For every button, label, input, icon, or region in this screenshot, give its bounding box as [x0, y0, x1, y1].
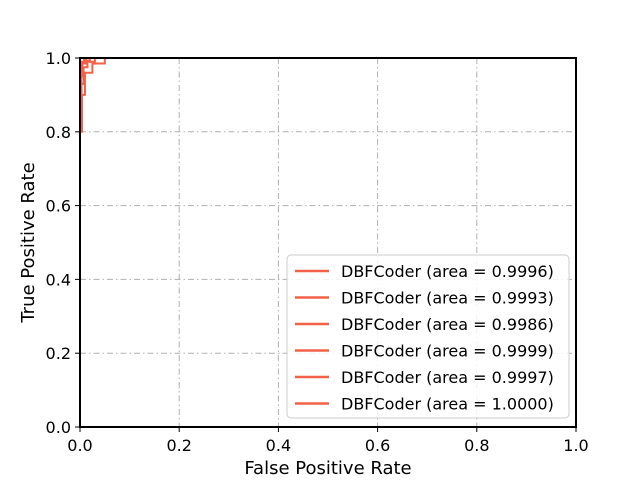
- legend-box: [286, 254, 570, 419]
- y-tick-label: 0.4: [46, 270, 71, 289]
- axis-ticks: 0.0 0.2 0.4 0.6 0.8 1.0 0.0 0.2 0.4 0.6 0.8 1.0: [46, 49, 589, 455]
- legend: DBFCoder (area = 0.9996) DBFCoder (area =…: [286, 254, 570, 419]
- plot-frame: [79, 57, 577, 428]
- legend-label: DBFCoder (area = 0.9996): [341, 262, 554, 281]
- x-tick-label: 0.2: [166, 436, 191, 455]
- y-tick-label: 0.2: [46, 344, 71, 363]
- legend-label: DBFCoder (area = 0.9986): [341, 315, 554, 334]
- x-axis-label: False Positive Rate: [244, 458, 411, 479]
- y-tick-label: 0.8: [46, 123, 71, 142]
- y-tick-label: 1.0: [46, 49, 71, 68]
- roc-curve-3: [79, 57, 576, 427]
- x-tick-label: 0.6: [365, 436, 390, 455]
- y-axis-label: True Positive Rate: [18, 162, 39, 323]
- x-tick-label: 0.0: [67, 436, 92, 455]
- x-tick-label: 0.4: [266, 436, 291, 455]
- legend-label: DBFCoder (area = 0.9993): [341, 289, 554, 308]
- legend-label: DBFCoder (area = 0.9997): [341, 368, 554, 387]
- y-tick-label: 0.0: [46, 418, 71, 437]
- y-tick-label: 0.6: [46, 197, 71, 216]
- x-tick-label: 0.8: [464, 436, 489, 455]
- legend-label: DBFCoder (area = 0.9999): [341, 342, 554, 361]
- x-tick-label: 1.0: [563, 436, 588, 455]
- legend-label: DBFCoder (area = 1.0000): [341, 395, 554, 414]
